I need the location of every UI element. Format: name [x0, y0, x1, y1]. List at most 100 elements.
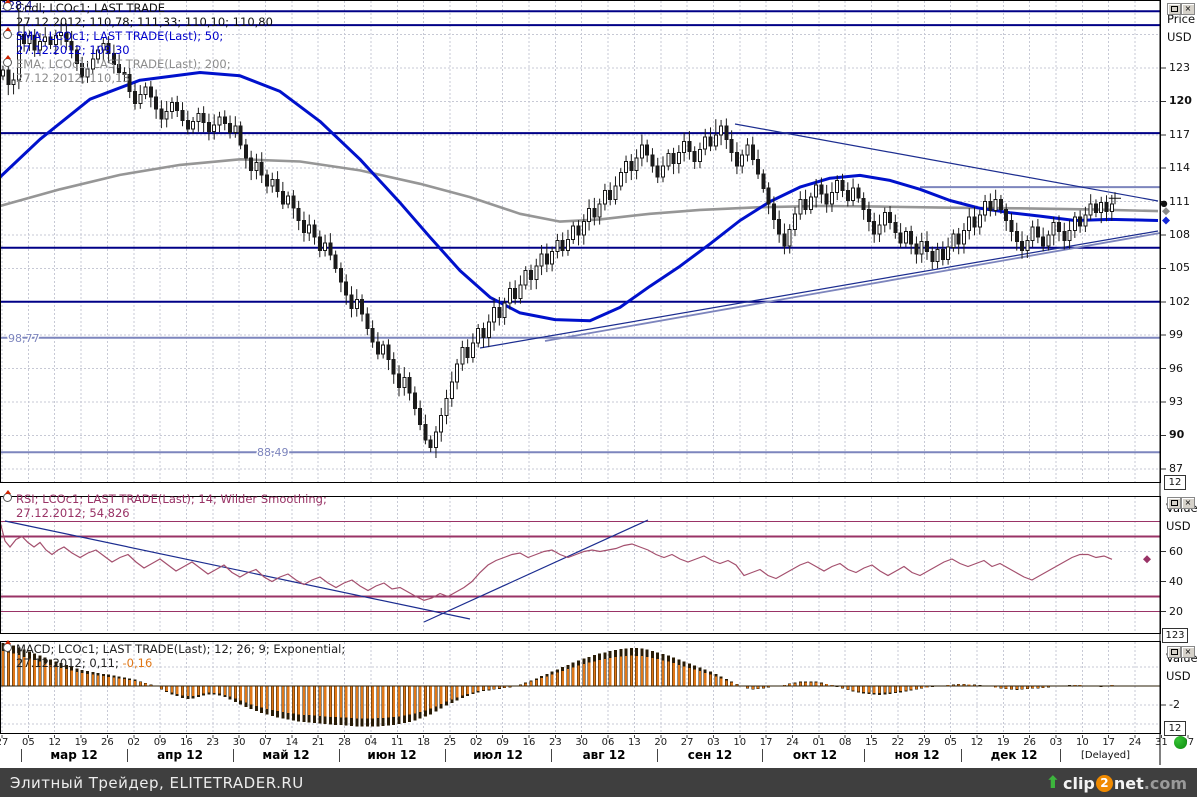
day-label: 30	[575, 737, 589, 748]
day-label: 02	[127, 737, 141, 748]
macd-pane-corner-box[interactable]: 12	[1164, 721, 1186, 736]
cndl-legend-values: 27.12.2012; 110,78; 111,33; 110,10; 110,…	[16, 15, 273, 29]
day-label: 17	[759, 737, 773, 748]
price-tick: 93	[1169, 394, 1183, 408]
upload-arrow-icon: ⬆	[1045, 773, 1060, 793]
day-label: 16	[522, 737, 536, 748]
rsi-pane-close-button[interactable]: ×	[1181, 497, 1195, 509]
day-label: 31	[1155, 737, 1168, 748]
month-separator	[445, 749, 446, 762]
close-icon: ×	[1184, 647, 1192, 656]
month-label: июл 12	[473, 748, 523, 762]
cndl-indicator-icon[interactable]	[3, 0, 12, 11]
macd-legend: MACD; LCOc1; LAST TRADE(Last); 12; 26; 9…	[3, 640, 346, 670]
rsi-legend-values: 27.12.2012; 54,826	[16, 506, 130, 520]
month-label: мар 12	[50, 748, 98, 762]
month-label: июн 12	[367, 748, 417, 762]
macd-signal-value: -0,16	[122, 656, 153, 670]
month-separator	[127, 749, 128, 762]
svg-text:98,77: 98,77	[8, 332, 40, 345]
day-label: 24	[786, 737, 799, 748]
price-tick: 120	[1169, 94, 1192, 108]
price-tick: 123	[1169, 61, 1190, 74]
day-label: 07	[259, 737, 272, 748]
close-icon: ×	[1184, 498, 1192, 507]
price-tick: 87	[1169, 461, 1183, 475]
logo-net: net	[1113, 773, 1144, 793]
day-label: 26	[101, 737, 114, 748]
minimize-icon	[1170, 6, 1178, 12]
svg-text:88,49: 88,49	[257, 446, 289, 459]
macd-tick: -2	[1169, 698, 1180, 712]
month-separator	[657, 749, 658, 762]
day-label: 07	[1181, 737, 1195, 748]
day-label: 27	[680, 737, 694, 748]
price-tick: 105	[1169, 261, 1190, 275]
price-pane-close-button[interactable]: ×	[1181, 3, 1195, 15]
day-label: 05	[944, 737, 957, 748]
rsi-tick: 20	[1169, 604, 1183, 618]
rsi-axis-unit: USD	[1166, 519, 1191, 533]
rsi-pane-minimize-button[interactable]	[1167, 497, 1181, 509]
day-label: 04	[364, 737, 378, 748]
day-label: 29	[917, 737, 931, 748]
price-tick: 111	[1169, 194, 1190, 208]
price-tick: 99	[1169, 328, 1183, 342]
day-label: 16	[180, 737, 193, 748]
day-label: 25	[443, 737, 457, 748]
month-label: апр 12	[157, 748, 203, 762]
day-label: 06	[601, 737, 615, 748]
sma-indicator-icon[interactable]	[3, 27, 12, 39]
month-separator	[864, 749, 865, 762]
day-label: 15	[865, 737, 878, 748]
month-label: авг 12	[582, 748, 626, 762]
logo-com: .com	[1143, 773, 1187, 793]
ema-indicator-icon[interactable]	[3, 55, 12, 67]
day-label: 22	[891, 737, 905, 748]
logo-clip: clip	[1062, 773, 1095, 793]
rsi-legend-name: RSI; LCOc1; LAST TRADE(Last); 14; Wilder…	[16, 492, 327, 506]
day-label: 14	[285, 737, 299, 748]
price-legend: Cndl; LCOc1; LAST TRADE 27.12.2012; 110,…	[3, 0, 273, 85]
clip2net-logo[interactable]: ⬆ clip 2 net .com	[1046, 771, 1187, 795]
day-label: 09	[153, 737, 167, 748]
price-tick: 96	[1169, 361, 1183, 375]
price-pane-corner-box[interactable]: 12	[1164, 475, 1186, 490]
day-label: 05	[21, 737, 35, 748]
macd-legend-values: 27.12.2012; 0,11;	[16, 656, 123, 670]
macd-indicator-icon[interactable]	[3, 640, 12, 652]
day-label: 26	[1023, 737, 1037, 748]
day-label: 17	[1102, 737, 1116, 748]
day-label: 23	[206, 737, 220, 748]
day-label: 03	[707, 737, 720, 748]
month-separator	[233, 749, 234, 762]
day-label: 24	[1128, 737, 1142, 748]
sma-legend-name: SMA; LCOc1; LAST TRADE(Last); 50;	[16, 29, 224, 43]
price-pane-minimize-button[interactable]	[1167, 3, 1181, 15]
day-label: 08	[838, 737, 852, 748]
day-label: 30	[232, 737, 246, 748]
month-label: дек 12	[990, 748, 1038, 762]
macd-pane-close-button[interactable]: ×	[1181, 646, 1195, 658]
month-separator	[339, 749, 340, 762]
minimize-icon	[1170, 649, 1178, 655]
minimize-icon	[1170, 500, 1178, 506]
rsi-indicator-icon[interactable]	[3, 490, 12, 502]
status-bar: Элитный Трейдер, ELITETRADER.RU ⬆ clip 2…	[0, 768, 1197, 797]
price-axis-title: Price	[1167, 12, 1196, 26]
day-label: 10	[1075, 737, 1089, 748]
rsi-pane-corner-box[interactable]: 123	[1162, 628, 1188, 643]
day-label: 09	[496, 737, 510, 748]
ema-legend-name: EMA; LCOc1; LAST TRADE(Last); 200;	[16, 57, 231, 71]
price-tick: 114	[1169, 161, 1190, 175]
rsi-legend: RSI; LCOc1; LAST TRADE(Last); 14; Wilder…	[3, 490, 327, 520]
price-tick: 90	[1169, 428, 1185, 442]
macd-pane-minimize-button[interactable]	[1167, 646, 1181, 658]
price-tick: 102	[1169, 294, 1190, 308]
sma-legend-values: 27.12.2012; 109,30	[16, 43, 130, 57]
macd-legend-name: MACD; LCOc1; LAST TRADE(Last); 12; 26; 9…	[16, 642, 346, 656]
rsi-tick: 60	[1169, 544, 1183, 558]
macd-axis-unit: USD	[1166, 669, 1191, 683]
